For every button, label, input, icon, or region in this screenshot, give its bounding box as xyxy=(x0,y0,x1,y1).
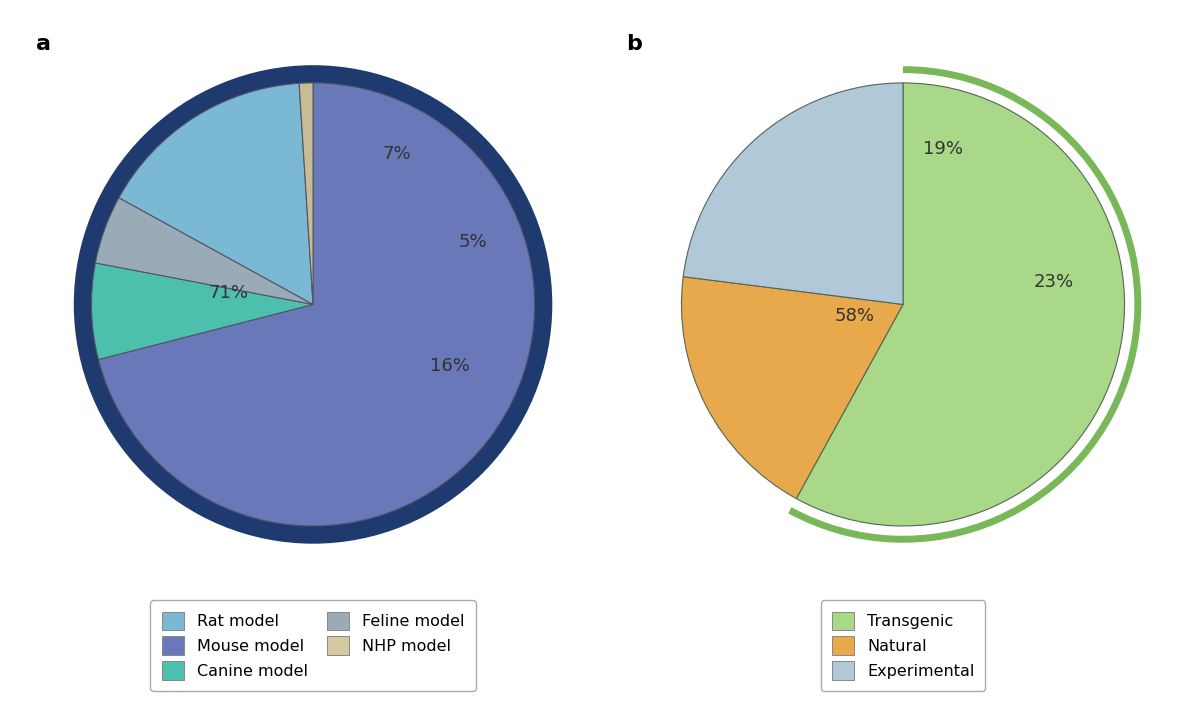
Wedge shape xyxy=(681,277,903,498)
Circle shape xyxy=(73,65,553,544)
Wedge shape xyxy=(796,83,1125,526)
Text: 19%: 19% xyxy=(923,140,963,159)
Text: 58%: 58% xyxy=(834,307,874,324)
Text: 16%: 16% xyxy=(431,358,471,375)
Wedge shape xyxy=(119,84,313,304)
Wedge shape xyxy=(683,83,903,304)
Text: 71%: 71% xyxy=(208,285,249,302)
Wedge shape xyxy=(99,83,535,526)
Text: 5%: 5% xyxy=(459,234,486,251)
Text: b: b xyxy=(626,34,642,55)
Legend: Transgenic, Natural, Experimental: Transgenic, Natural, Experimental xyxy=(821,600,985,691)
Wedge shape xyxy=(95,198,313,304)
Wedge shape xyxy=(92,263,313,360)
Wedge shape xyxy=(299,83,313,304)
Legend: Rat model, Mouse model, Canine model, Feline model, NHP model: Rat model, Mouse model, Canine model, Fe… xyxy=(150,600,476,691)
Text: a: a xyxy=(36,34,51,55)
Text: 7%: 7% xyxy=(383,145,412,163)
Text: 23%: 23% xyxy=(1033,273,1074,291)
